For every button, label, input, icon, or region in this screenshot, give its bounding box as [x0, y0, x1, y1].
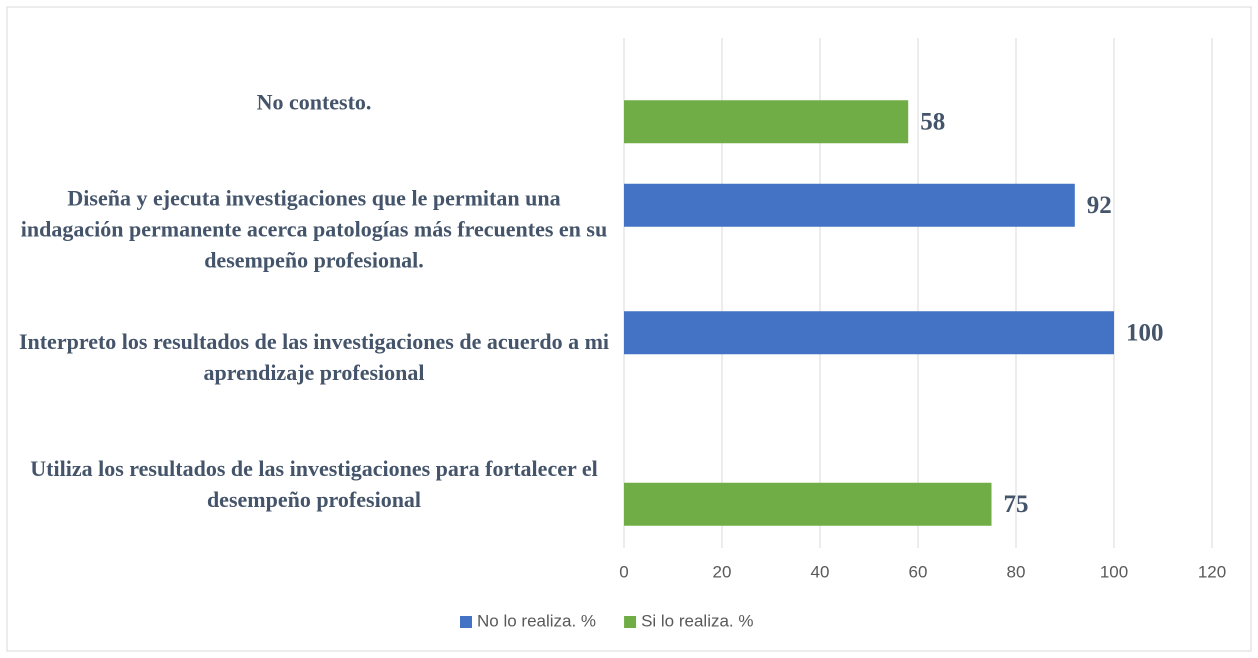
y-tick-label: Utiliza los resultados de las investigac… — [30, 456, 598, 513]
x-tick-label: 120 — [1198, 562, 1226, 581]
legend-label: No lo realiza. % — [477, 611, 596, 630]
bar — [624, 482, 992, 526]
data-label: 92 — [1087, 192, 1112, 219]
x-tick-label: 40 — [811, 562, 830, 581]
y-tick-label: Interpreto los resultados de las investi… — [18, 328, 610, 385]
x-tick-label: 100 — [1100, 562, 1128, 581]
legend-label: Si lo realiza. % — [641, 611, 753, 630]
y-tick-label: No contesto. — [256, 89, 372, 115]
x-tick-label: 80 — [1007, 562, 1026, 581]
data-label: 100 — [1126, 319, 1164, 346]
legend-swatch — [624, 616, 637, 628]
bar — [624, 100, 909, 144]
bar — [624, 311, 1114, 355]
x-tick-label: 60 — [909, 562, 928, 581]
y-tick-label: Diseña y ejecuta investigaciones que le … — [20, 185, 608, 273]
x-tick-label: 20 — [713, 562, 732, 581]
x-tick-label: 0 — [619, 562, 628, 581]
bar — [624, 183, 1075, 227]
data-label: 75 — [1004, 491, 1029, 518]
legend-swatch — [460, 616, 472, 628]
data-label: 58 — [920, 108, 945, 135]
